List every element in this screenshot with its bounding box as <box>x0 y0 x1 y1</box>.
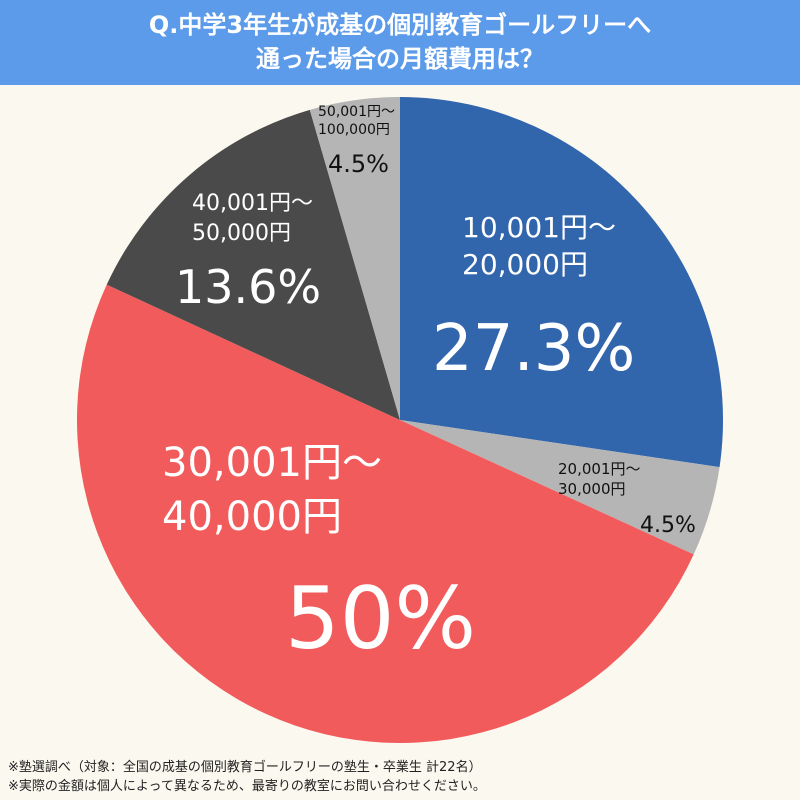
slice-2-category-label-line-2: 30,000円 <box>558 480 626 498</box>
slice-2-category-label-line-1: 20,001円〜 <box>558 460 641 478</box>
slice-4-category-label-line-1: 40,001円〜 <box>192 191 313 216</box>
slice-4-category-label-line-2: 50,000円 <box>192 221 291 246</box>
pie-slice-5 <box>309 97 400 420</box>
slice-1-percent-label: 27.3% <box>432 312 635 386</box>
chart-title-line-2: 通った場合の月額費用は？ <box>256 45 544 73</box>
pie-slice-3 <box>76 284 694 744</box>
chart-title-line-1: Q.中学3年生が成基の個別教育ゴールフリーへ <box>148 11 652 39</box>
pie-slice-1 <box>400 97 723 468</box>
footnotes: ※塾選調べ（対象：全国の成基の個別教育ゴールフリーの塾生・卒業生 計22名） ※… <box>8 758 798 796</box>
slice-1-category-label-line-1: 10,001円〜 <box>462 211 616 244</box>
pie-slice-2 <box>400 420 720 555</box>
slice-2-percent-label: 4.5% <box>640 513 696 538</box>
slice-5-category-label-line-2: 100,000円 <box>318 122 390 138</box>
title-banner: Q.中学3年生が成基の個別教育ゴールフリーへ 通った場合の月額費用は？ <box>0 0 800 85</box>
slice-3-category-label-line-2: 40,000円 <box>162 494 342 540</box>
slice-3-percent-label: 50% <box>285 569 476 669</box>
pie-slice-4 <box>106 109 400 421</box>
slice-5-category-label-line-1: 50,001円〜 <box>318 104 395 120</box>
slice-1-category-label-line-2: 20,000円 <box>462 248 588 281</box>
footnote-source: ※塾選調べ（対象：全国の成基の個別教育ゴールフリーの塾生・卒業生 計22名） <box>8 760 482 775</box>
slice-5-percent-label: 4.5% <box>328 150 389 178</box>
slice-3-category-label-line-1: 30,001円〜 <box>162 440 382 486</box>
footnote-disclaimer: ※実際の金額は個人によって異なるため、最寄りの教室にお問い合わせください。 <box>8 779 486 794</box>
slice-4-percent-label: 13.6% <box>175 260 321 314</box>
